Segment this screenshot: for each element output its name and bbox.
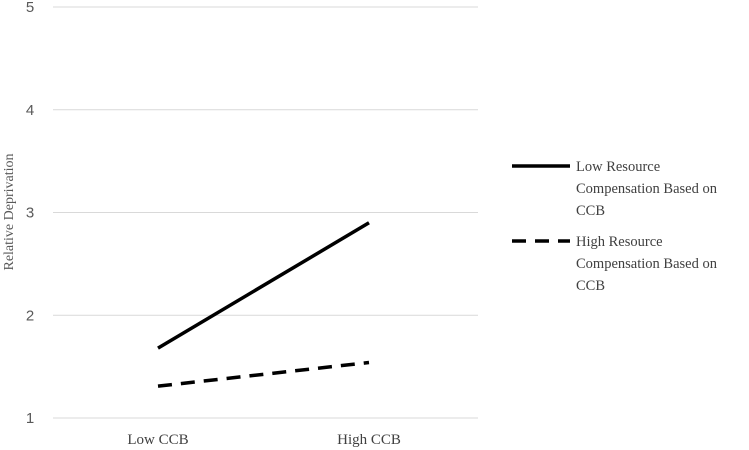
y-tick-label: 5 — [26, 0, 34, 16]
x-tick-label: High CCB — [337, 432, 401, 448]
legend: Low Resource Compensation Based on CCB High… — [512, 159, 718, 294]
series-line-low-resource — [157, 221, 370, 350]
y-tick-labels: 1 2 3 4 5 — [26, 0, 34, 427]
y-tick-label: 2 — [26, 307, 34, 324]
legend-label-line: CCB — [576, 203, 605, 219]
series-line-high-resource — [157, 360, 370, 388]
legend-label-line: CCB — [576, 278, 605, 294]
y-tick-label: 1 — [26, 410, 34, 427]
gridlines — [53, 6, 478, 419]
legend-label-line: Compensation Based on — [576, 256, 718, 272]
legend-label-line: Compensation Based on — [576, 181, 718, 197]
legend-label-line: Low Resource — [576, 159, 660, 175]
legend-label-line: High Resource — [576, 234, 663, 250]
y-tick-label: 3 — [26, 205, 34, 222]
x-tick-label: Low CCB — [127, 432, 188, 448]
y-tick-label: 4 — [26, 102, 34, 119]
y-axis-title: Relative Deprivation — [2, 153, 17, 270]
series-lines — [157, 221, 370, 388]
x-tick-labels: Low CCB High CCB — [127, 432, 401, 448]
